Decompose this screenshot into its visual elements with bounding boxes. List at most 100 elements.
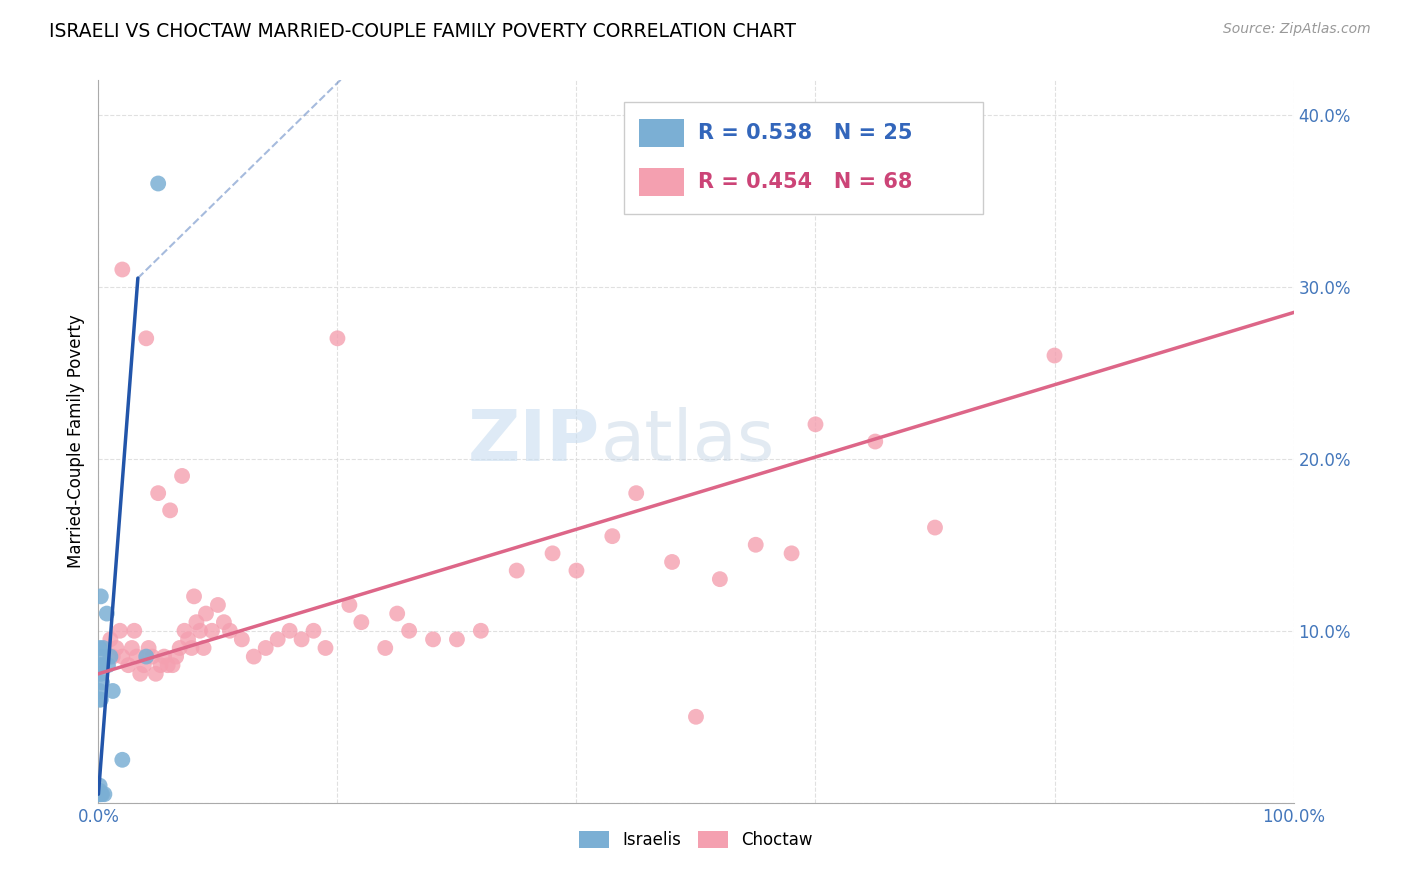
Point [89,787,111,801]
Point [90,649,112,664]
Point [129,666,152,681]
Point [90,692,112,706]
Point [132,658,155,673]
FancyBboxPatch shape [638,169,685,196]
Point [231,632,253,647]
Text: Source: ZipAtlas.com: Source: ZipAtlas.com [1223,22,1371,37]
Point [165,649,187,664]
Point [111,649,134,664]
Point [661,555,683,569]
Point [804,417,827,432]
Point [470,624,492,638]
Point [105,640,128,655]
Point [865,434,887,449]
Point [145,666,167,681]
Point [685,710,707,724]
Point [97,658,120,673]
Point [169,640,191,655]
Point [153,649,176,664]
Point [315,640,337,655]
Y-axis label: Married-Couple Family Poverty: Married-Couple Family Poverty [66,315,84,568]
Point [186,615,208,630]
Text: R = 0.454   N = 68: R = 0.454 N = 68 [699,172,912,192]
Point [101,684,124,698]
Point [254,640,277,655]
Point [101,649,124,664]
Point [193,640,215,655]
Point [565,564,588,578]
Point [173,624,195,638]
Point [98,649,122,664]
Point [89,640,111,655]
Point [422,632,444,647]
Point [96,607,118,621]
Point [90,787,112,801]
Point [780,546,803,560]
Point [89,684,111,698]
Point [89,784,111,798]
Point [93,787,115,801]
Point [506,564,529,578]
Text: atlas: atlas [600,407,775,476]
Point [89,787,111,801]
Point [111,753,134,767]
Point [135,649,157,664]
Text: ISRAELI VS CHOCTAW MARRIED-COUPLE FAMILY POVERTY CORRELATION CHART: ISRAELI VS CHOCTAW MARRIED-COUPLE FAMILY… [49,22,796,41]
Text: R = 0.538   N = 25: R = 0.538 N = 25 [699,123,912,143]
Point [98,632,122,647]
Point [350,615,373,630]
Point [243,649,266,664]
Point [709,572,731,586]
Point [745,538,768,552]
FancyBboxPatch shape [638,120,685,147]
Point [219,624,242,638]
Point [195,607,218,621]
Point [924,520,946,534]
Point [90,666,112,681]
Point [125,649,148,664]
Point [207,598,229,612]
Point [138,640,160,655]
Point [398,624,420,638]
Point [177,632,200,647]
Point [91,640,114,655]
Point [91,675,114,690]
Point [339,598,361,612]
Point [626,486,648,500]
Point [141,649,163,664]
Point [183,590,205,604]
Point [267,632,290,647]
Point [1043,349,1066,363]
Point [121,640,143,655]
Point [188,624,211,638]
Point [111,262,134,277]
Point [302,624,325,638]
Point [89,779,111,793]
Point [89,658,111,673]
Point [156,658,179,673]
Point [278,624,301,638]
Point [602,529,624,543]
Point [212,615,235,630]
Point [108,624,131,638]
Point [135,331,157,345]
Point [148,486,170,500]
Point [124,624,146,638]
Point [172,469,194,483]
Point [91,658,114,673]
Point [117,658,139,673]
Point [291,632,314,647]
Point [374,640,396,655]
Point [180,640,202,655]
Point [91,787,114,801]
Legend: Israelis, Choctaw: Israelis, Choctaw [572,824,820,856]
Point [446,632,468,647]
Point [149,658,172,673]
Point [89,692,111,706]
Point [159,503,181,517]
Point [148,177,170,191]
Point [162,658,184,673]
FancyBboxPatch shape [624,102,983,214]
Text: ZIP: ZIP [468,407,600,476]
Point [201,624,224,638]
